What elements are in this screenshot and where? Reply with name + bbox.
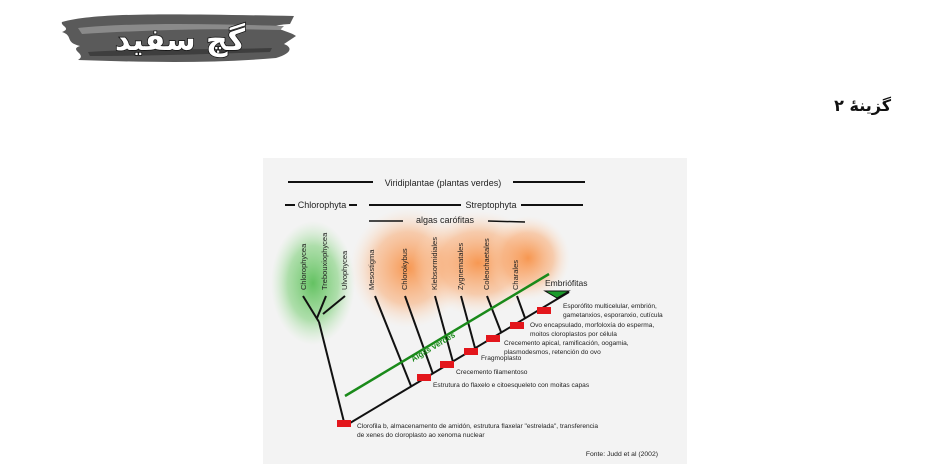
algas-verdes-bar bbox=[344, 272, 550, 398]
chlorophyta-glow bbox=[271, 221, 355, 345]
source-credit: Fonte: Judd et al (2002) bbox=[586, 451, 658, 458]
taxon-mesostigma: Mesostigma bbox=[367, 249, 376, 290]
taxon-chlorokybus: Chlorokybus bbox=[400, 248, 409, 290]
taxon-trebouxiophycea: Trebouxiophycea bbox=[320, 232, 329, 290]
tree-branches bbox=[302, 291, 570, 427]
option-label: گزینهٔ ۲ bbox=[834, 96, 891, 115]
header-viridiplantae: Viridiplantae (plantas verdes) bbox=[385, 178, 501, 188]
trait-3a: Crecemento apical, ramificación, oogamia… bbox=[504, 340, 629, 347]
trait-6: Estrutura do flaxelo e citoesqueleto con… bbox=[433, 382, 590, 389]
trait-1b: gametanxios, esporanxio, cutícula bbox=[563, 312, 663, 319]
label-algas-verdes: Algas verdes bbox=[409, 330, 457, 364]
trait-2b: moitos cloroplastos por célula bbox=[530, 331, 617, 338]
trait-2a: Ovo encapsulado, morfoloxía do esperma, bbox=[530, 322, 654, 329]
taxon-ulvophycea: Ulvophycea bbox=[340, 250, 349, 290]
charophyte-glow-right bbox=[486, 216, 570, 300]
taxon-chlorophycea: Chlorophycea bbox=[299, 243, 308, 290]
synapomorphy-markers bbox=[337, 307, 551, 427]
site-logo[interactable]: گچ سفید bbox=[58, 8, 298, 68]
trait-5: Crecemento filamentoso bbox=[456, 369, 528, 376]
taxon-zygnematales: Zygnematales bbox=[456, 243, 465, 290]
trait-3b: plasmodesmos, retención do ovo bbox=[504, 349, 601, 356]
phylogeny-figure: Viridiplantae (plantas verdes) Chlorophy… bbox=[263, 158, 687, 464]
taxon-charales: Charales bbox=[511, 260, 520, 290]
brush-stroke-logo-icon: گچ سفید bbox=[61, 14, 297, 62]
phylogeny-diagram: Viridiplantae (plantas verdes) Chlorophy… bbox=[271, 178, 663, 458]
header-algas-carofitas: algas carófitas bbox=[416, 215, 475, 225]
label-embriofitas: Embriófitas bbox=[545, 278, 588, 288]
header-chlorophyta: Chlorophyta bbox=[298, 200, 347, 210]
taxon-coleochaetales: Coleochaetales bbox=[482, 238, 491, 290]
trait-4: Fragmoplasto bbox=[481, 355, 522, 362]
header-streptophyta: Streptophyta bbox=[465, 200, 516, 210]
embryophyte-marker bbox=[543, 290, 571, 299]
taxon-klebsormidiales: Klebsormidiales bbox=[430, 237, 439, 290]
trait-1a: Esporófito multicelular, embrión, bbox=[563, 303, 657, 310]
trait-7a: Clorofila b, almacenamento de amidón, es… bbox=[357, 423, 598, 430]
trait-7b: de xenes do cloroplasto ao xenoma nuclea… bbox=[357, 432, 485, 439]
logo-text: گچ سفید bbox=[115, 22, 246, 58]
